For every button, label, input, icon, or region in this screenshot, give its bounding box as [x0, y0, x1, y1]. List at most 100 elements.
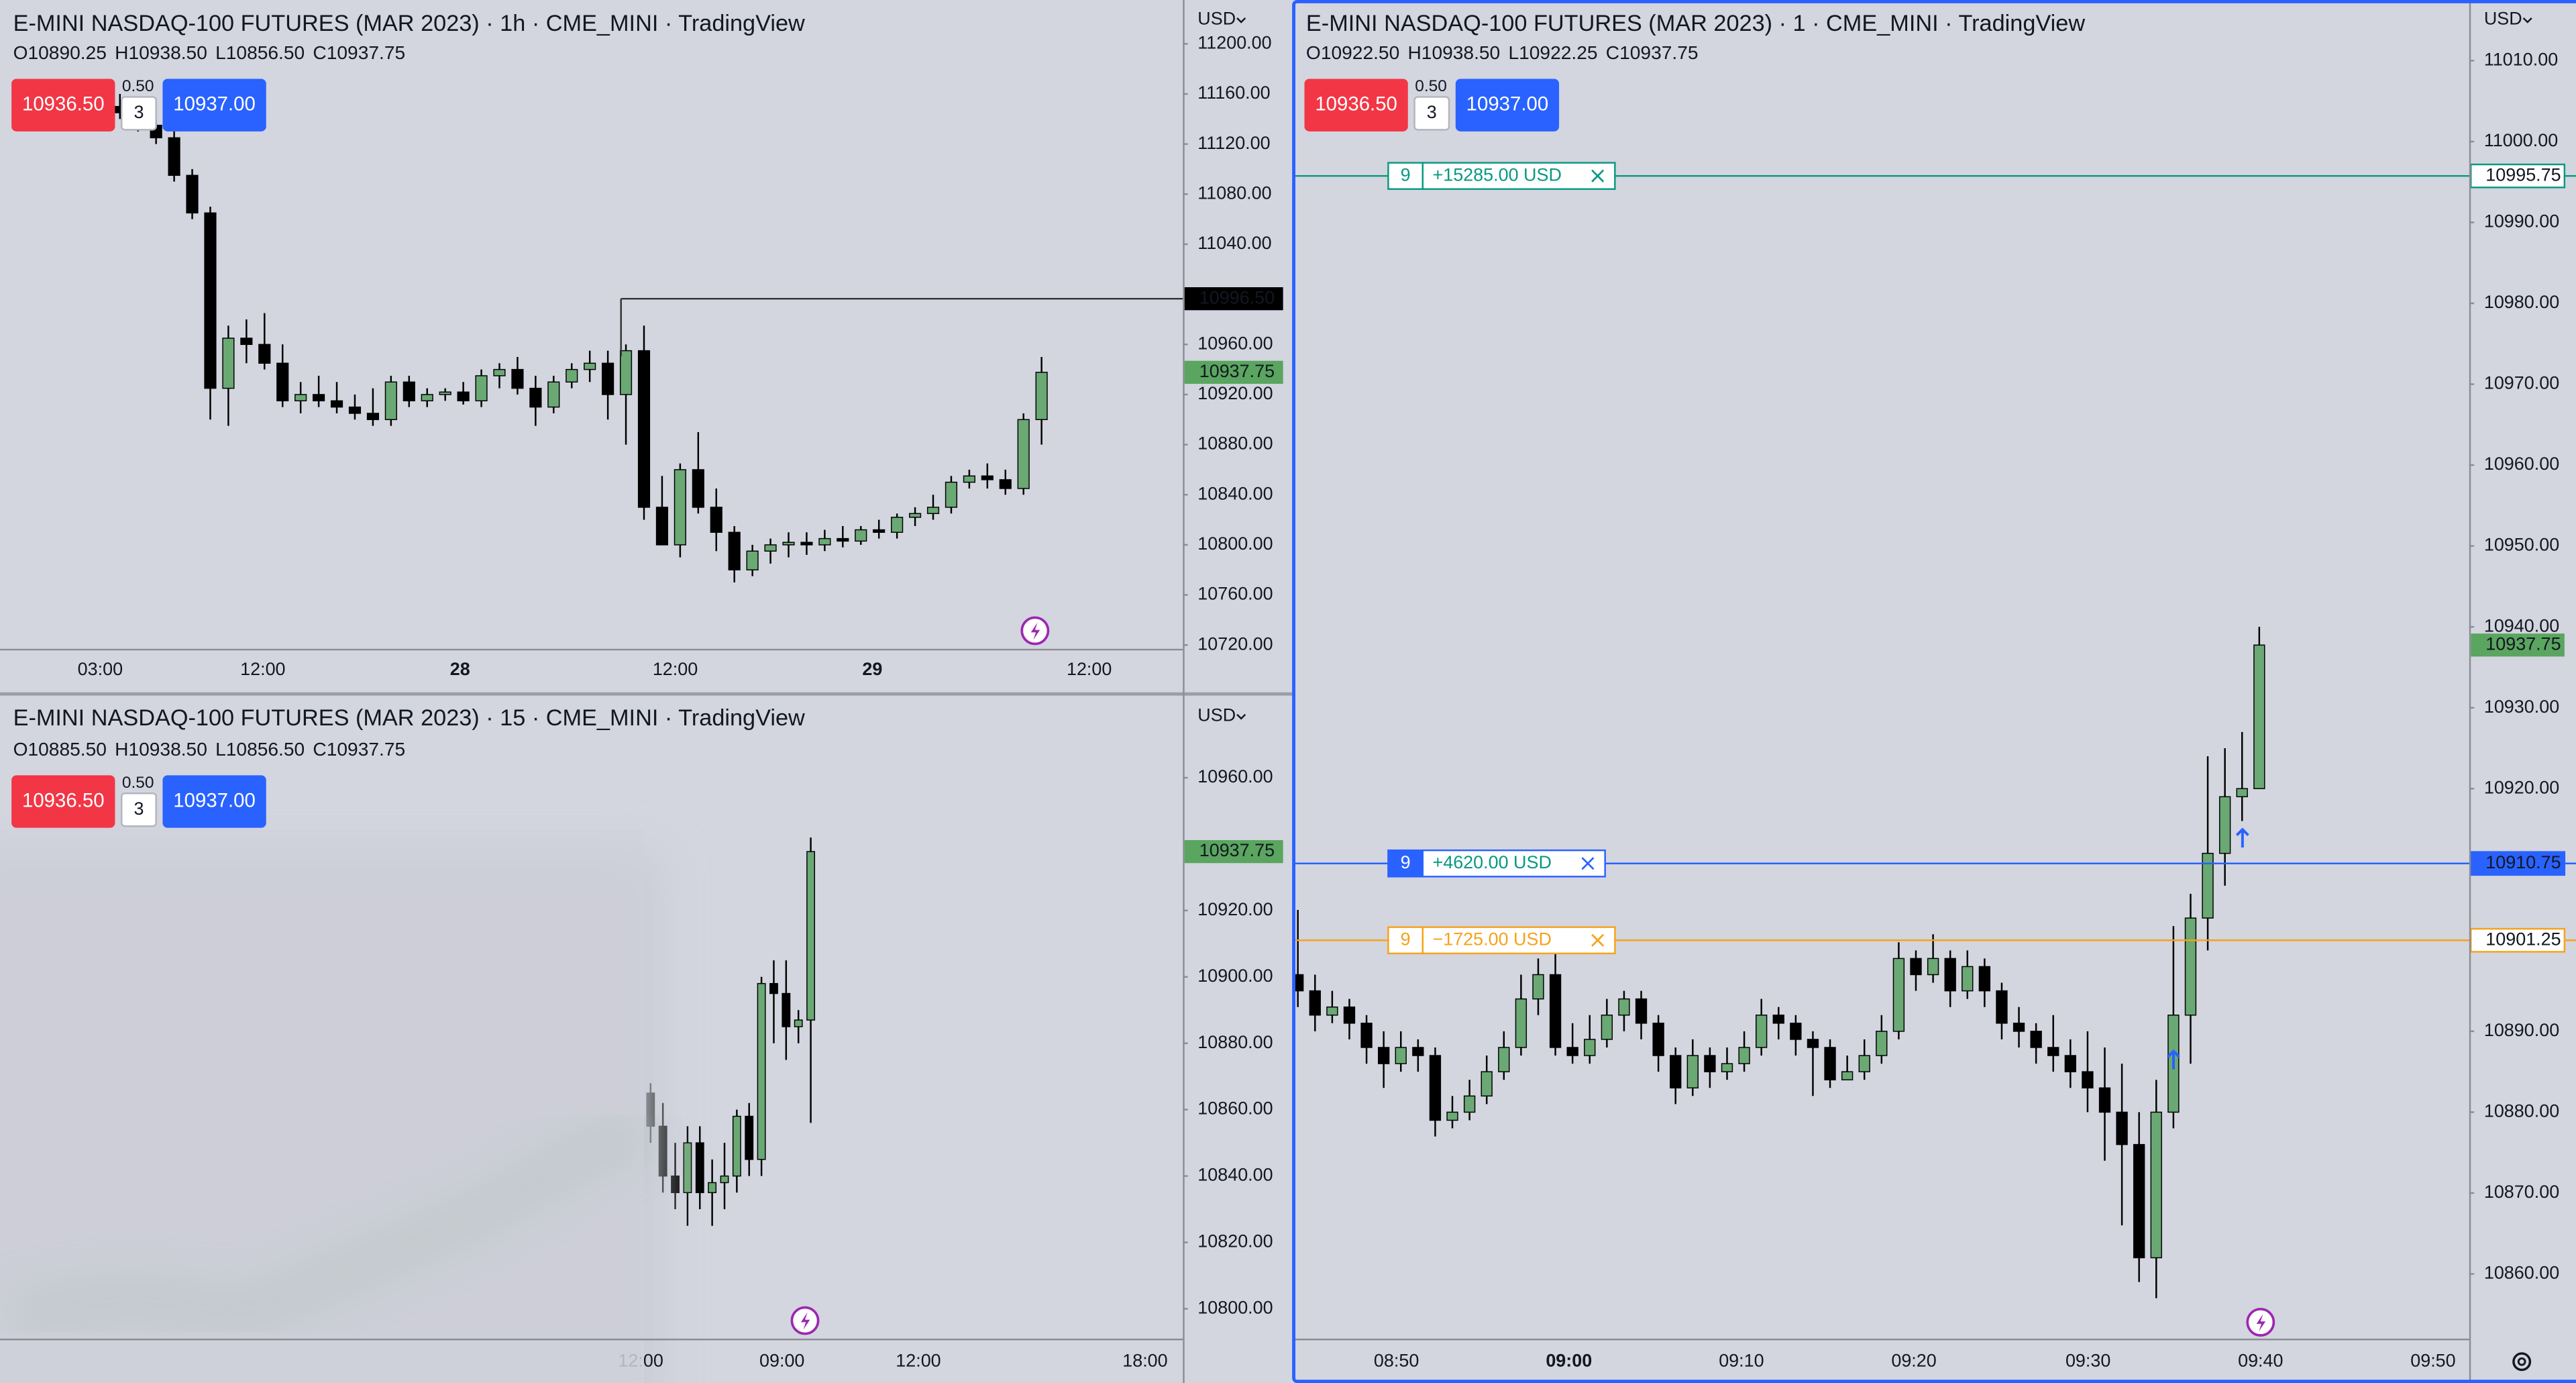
settings-icon[interactable]: [2512, 1352, 2532, 1372]
charts: 11200.00 11160.00 11120.00 11080.00 11040.00…: [0, 8, 2576, 1383]
position-pnl: +4620.00 USD: [1433, 852, 1552, 872]
candle-body: [366, 413, 380, 421]
position-pnl-box[interactable]: [1421, 926, 1616, 955]
candle-body: [2116, 1111, 2128, 1145]
position-pnl-box[interactable]: [1421, 162, 1616, 190]
y-tick-label: 10840.00: [1197, 483, 1273, 503]
candle-body: [683, 1142, 692, 1194]
chart-panel: 11010.00 11000.00 10990.00 10980.00 10970.00…: [1294, 8, 2576, 1370]
y-tick-label: 10800.00: [1197, 533, 1273, 554]
candle-body: [708, 1182, 717, 1194]
candle-body: [1343, 1006, 1356, 1024]
candle-body: [1704, 1055, 1716, 1072]
currency-caret: [1236, 17, 1246, 23]
candle-body: [276, 362, 289, 402]
buy-button[interactable]: [1455, 79, 1560, 132]
candle-body: [794, 1019, 803, 1027]
candle-body: [204, 212, 217, 389]
sell-price: 10936.50: [22, 789, 105, 811]
candle-body: [1601, 1015, 1613, 1040]
blur-over-axis: [0, 1340, 644, 1383]
price-tag: [1184, 360, 1283, 384]
position-pnl: −1725.00 USD: [1433, 929, 1552, 949]
y-tick-label: 11200.00: [1197, 32, 1271, 52]
position-pnl-box[interactable]: [1421, 849, 1606, 878]
time-label: 12:00: [653, 659, 698, 679]
spread: 0.50: [122, 77, 154, 95]
candle-body: [674, 469, 686, 546]
y-tick-label: 10940.00: [2484, 615, 2559, 635]
price-tag-label: 10996.50: [1199, 287, 1275, 307]
position-qty: 9: [1401, 164, 1411, 185]
execution-arrow: [2167, 1049, 2180, 1070]
ohlc-value: L10856.50: [215, 739, 305, 760]
y-tick-label: 10960.00: [2484, 454, 2559, 474]
candle-body: [2150, 1111, 2162, 1259]
candle-body: [637, 350, 651, 508]
candle-body: [1481, 1071, 1493, 1097]
candle-body: [1858, 1055, 1870, 1072]
candle-body: [1395, 1047, 1407, 1064]
time-label: 09:10: [1719, 1350, 1764, 1370]
candle-body: [584, 362, 596, 370]
candle-body: [2012, 1023, 2025, 1032]
currency-label[interactable]: USD: [1197, 8, 1236, 28]
candle-body: [240, 338, 253, 346]
candle-body: [1017, 419, 1030, 489]
candle-body: [782, 542, 795, 546]
qty-box[interactable]: [1413, 96, 1450, 131]
alert-bolt: [1030, 622, 1040, 640]
candle-body: [1841, 1071, 1854, 1080]
y-tick-label: 11040.00: [1197, 233, 1271, 253]
buy-button[interactable]: [162, 775, 266, 828]
buy-price: 10937.00: [173, 93, 256, 115]
ohlc-value: L10922.25: [1508, 42, 1597, 63]
position-qty-box[interactable]: [1387, 849, 1424, 878]
position-qty-box[interactable]: [1387, 162, 1424, 190]
candle-body: [2082, 1071, 2094, 1088]
candle-body: [2030, 1031, 2042, 1048]
currency-label[interactable]: USD: [2484, 8, 2522, 28]
price-tag-label: 10937.75: [1199, 840, 1275, 860]
time-label: 12:00: [240, 659, 285, 679]
candle-body: [1892, 958, 1905, 1032]
candle-body: [963, 475, 975, 483]
candle-body: [695, 1142, 704, 1194]
ohlc-value: O10890.25: [13, 42, 107, 63]
position-close[interactable]: [1581, 857, 1595, 870]
sell-button[interactable]: [1304, 79, 1408, 132]
position-price-label: 10995.75: [2485, 164, 2561, 185]
candle-body: [1635, 998, 1648, 1024]
position-close[interactable]: [1591, 933, 1605, 947]
price-tag-label: 10937.75: [1199, 361, 1275, 381]
position-price-tag: [2470, 163, 2566, 189]
candle-body: [1035, 372, 1048, 421]
candle-body: [782, 992, 791, 1027]
candle-body: [945, 481, 958, 508]
candle-body: [2098, 1087, 2111, 1113]
position-price-tag: [2470, 851, 2566, 876]
position-qty: 9: [1401, 929, 1411, 949]
buy-button[interactable]: [162, 79, 266, 132]
candle-body: [658, 1125, 667, 1177]
currency-label[interactable]: USD: [1197, 705, 1236, 725]
time-label: 12:00: [896, 1350, 941, 1370]
time-label: 08:50: [1374, 1350, 1419, 1370]
position-qty-box[interactable]: [1387, 926, 1424, 955]
sell-button[interactable]: [11, 79, 115, 132]
y-tick-label: 10970.00: [2484, 373, 2559, 393]
y-tick-label: 10920.00: [1197, 383, 1273, 403]
candle-body: [671, 1175, 680, 1194]
candle-body: [1652, 1023, 1664, 1056]
ohlc-value: O10885.50: [13, 739, 107, 760]
candle-body: [1618, 998, 1630, 1016]
qty-box[interactable]: [121, 792, 157, 827]
position-close[interactable]: [1591, 169, 1605, 183]
y-tick-label: 10720.00: [1197, 633, 1273, 654]
qty-box[interactable]: [121, 96, 157, 131]
sell-button[interactable]: [11, 775, 115, 828]
y-tick-label: 10950.00: [2484, 535, 2559, 555]
candle-body: [1910, 958, 1922, 976]
ohlc-value: H10938.50: [115, 42, 207, 63]
chart-title: E-MINI NASDAQ-100 FUTURES (MAR 2023) · 1…: [1306, 11, 2085, 36]
